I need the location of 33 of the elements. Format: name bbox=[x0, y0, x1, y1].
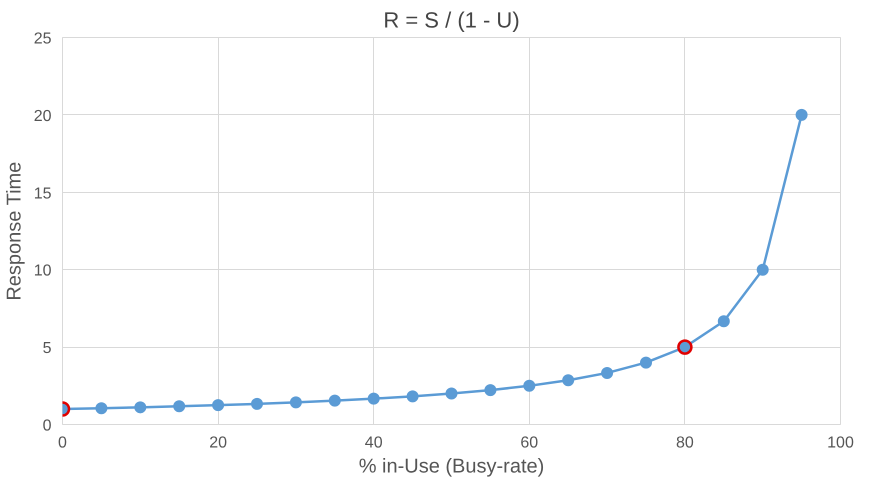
point bbox=[328, 394, 341, 407]
point bbox=[601, 366, 614, 379]
point bbox=[756, 264, 769, 276]
point bbox=[718, 315, 730, 328]
point bbox=[134, 401, 146, 414]
point bbox=[523, 380, 536, 392]
y-axis-title: Response Time bbox=[4, 162, 26, 301]
y-tick-label: 20 bbox=[34, 108, 52, 125]
point bbox=[796, 108, 808, 121]
point bbox=[446, 388, 458, 400]
x-tick-label: 0 bbox=[58, 434, 68, 452]
point bbox=[640, 356, 652, 369]
x-tick-label: 80 bbox=[676, 434, 694, 452]
x-tick-label: 40 bbox=[364, 434, 383, 452]
point bbox=[251, 398, 263, 410]
point bbox=[406, 390, 419, 402]
y-tick-label: 10 bbox=[34, 262, 52, 280]
point bbox=[173, 400, 186, 412]
point bbox=[95, 402, 108, 414]
y-tick-label: 25 bbox=[34, 30, 52, 48]
x-tick-label: 60 bbox=[520, 434, 538, 452]
y-tick-label: 5 bbox=[42, 340, 52, 358]
x-axis-title: % in-Use (Busy-rate) bbox=[358, 456, 544, 478]
x-tick-label: 100 bbox=[827, 434, 854, 452]
point bbox=[368, 392, 380, 405]
y-tick-label: 15 bbox=[34, 185, 52, 202]
chart-title: R = S / (1 - U) bbox=[383, 8, 520, 32]
point bbox=[484, 384, 496, 396]
point bbox=[212, 399, 224, 412]
point bbox=[290, 396, 302, 408]
x-tick-label: 20 bbox=[209, 434, 228, 452]
point bbox=[562, 374, 574, 386]
y-tick-label: 0 bbox=[42, 418, 52, 434]
